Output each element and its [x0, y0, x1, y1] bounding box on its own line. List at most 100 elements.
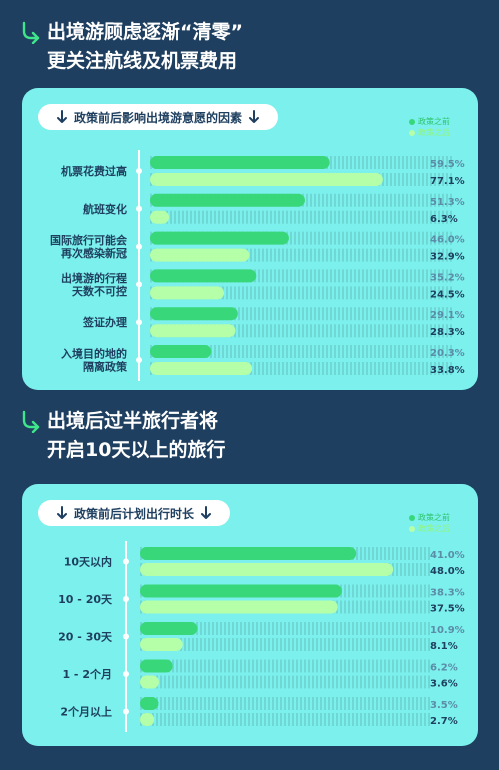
bar-after [150, 286, 224, 300]
value-label-before: 35.2% [430, 272, 465, 283]
legend-item-before: 政策之前 [409, 116, 450, 127]
headline-1-line-1: 出境游顾虑逐渐“清零” [47, 21, 243, 43]
value-label-before: 29.1% [430, 310, 465, 321]
chart-title: 政策前后计划出行时长 [74, 506, 195, 521]
headline-1-line-2: 更关注航线及机票费用 [47, 50, 238, 72]
category-label: 机票花费过高 [61, 164, 127, 178]
axis-dot [123, 671, 129, 677]
category-label: 2个月以上 [60, 705, 112, 719]
arrow-down-icon [22, 21, 40, 44]
legend-swatch [409, 514, 415, 521]
category-label-line: 隔离政策 [83, 360, 128, 374]
axis-dot [136, 168, 142, 174]
category-label-line: 10 - 20天 [58, 593, 113, 606]
legend-swatch [409, 129, 415, 136]
legend-item-after: 政策之后 [409, 523, 450, 534]
bar-after [150, 248, 250, 262]
category-label: 10 - 20天 [58, 593, 113, 606]
axis-dot [136, 281, 142, 288]
chart-title-pill: 政策前后影响出境游意愿的因素 [38, 104, 279, 130]
bar-before [140, 584, 342, 598]
category-label: 1 - 2个月 [62, 667, 112, 681]
legend-label: 政策之前 [418, 513, 450, 522]
legend-label: 政策之后 [418, 524, 450, 533]
bar-after [140, 638, 183, 651]
value-label-before: 10.9% [430, 625, 465, 636]
category-label-line: 出境游的行程 [61, 271, 127, 285]
chart-title: 政策前后影响出境游意愿的因素 [74, 110, 243, 125]
axis-dot [123, 633, 129, 640]
bar-after [140, 713, 155, 726]
value-label-after: 77.1% [430, 176, 465, 187]
category-label-line: 1 - 2个月 [62, 667, 112, 681]
bar-before [150, 269, 257, 283]
legend-item-after: 政策之后 [409, 127, 450, 138]
value-label-before: 41.0% [430, 550, 465, 561]
axis-dot [123, 708, 129, 715]
axis-dot [136, 357, 142, 363]
value-label-after: 3.6% [430, 679, 458, 690]
value-label-after: 6.3% [430, 214, 458, 225]
bar-before [140, 697, 159, 710]
factors-chart-card: 政策前后影响出境游意愿的因素 政策之前 政策之后 机票花费过高 59.5% 77.1… [22, 88, 478, 390]
duration-chart-card: 政策前后计划出行时长 政策之前 政策之后 10天以内 41.0% 48.0% 10 -… [22, 484, 478, 746]
bar-after [150, 324, 236, 338]
legend-label: 政策之前 [418, 117, 450, 126]
headline-1: 出境游顾虑逐渐“清零” 更关注航线及机票费用 [20, 18, 243, 76]
category-label: 签证办理 [82, 315, 127, 329]
category-label: 10天以内 [64, 555, 112, 569]
bar-before [150, 193, 305, 207]
category-label: 国际旅行可能会再次感染新冠 [50, 233, 128, 260]
arrow-down-icon [57, 506, 67, 519]
category-label-line: 入境目的地的 [61, 347, 127, 361]
category-label: 入境目的地的隔离政策 [61, 347, 128, 374]
bar-after [150, 210, 170, 224]
value-label-after: 8.1% [430, 641, 458, 652]
axis-dot [136, 205, 142, 212]
category-label: 出境游的行程天数不可控 [61, 271, 127, 298]
chart-legend: 政策之前 政策之后 [409, 116, 450, 138]
value-label-after: 48.0% [430, 566, 465, 577]
category-label: 航班变化 [83, 202, 127, 216]
value-label-after: 2.7% [430, 716, 458, 727]
axis-dot [136, 243, 142, 250]
axis-dot [136, 319, 142, 326]
value-label-before: 59.5% [430, 159, 465, 170]
value-label-before: 3.5% [430, 700, 458, 711]
bar-before [140, 547, 357, 560]
chart-legend: 政策之前 政策之后 [409, 512, 450, 534]
value-label-after: 32.9% [430, 252, 465, 263]
value-label-after: 37.5% [430, 604, 465, 615]
bar-after [140, 563, 394, 576]
bar-after [150, 362, 253, 375]
value-label-before: 38.3% [430, 588, 465, 599]
category-label: 20 - 30天 [58, 631, 113, 644]
category-label-line: 天数不可控 [72, 284, 127, 298]
category-label-line: 机票花费过高 [61, 164, 127, 178]
value-label-before: 6.2% [430, 663, 458, 674]
bar-before [150, 156, 330, 169]
bar-after [150, 173, 383, 186]
category-label-line: 航班变化 [83, 202, 127, 216]
category-label-line: 2个月以上 [60, 705, 112, 719]
legend-label: 政策之后 [418, 128, 450, 137]
chart-title-pill: 政策前后计划出行时长 [38, 500, 231, 526]
value-label-after: 24.5% [430, 289, 465, 300]
headline-2-line-1: 出境后过半旅行者将 [47, 410, 219, 432]
value-label-before: 46.0% [430, 235, 465, 246]
bar-before [150, 231, 289, 245]
category-label-line: 10天以内 [64, 555, 112, 569]
arrow-down-icon [22, 410, 40, 433]
arrow-down-icon [201, 506, 212, 519]
value-label-after: 33.8% [430, 365, 465, 376]
category-label-line: 20 - 30天 [58, 631, 113, 644]
value-label-after: 28.3% [430, 327, 465, 338]
factors-bar-chart: 机票花费过高 59.5% 77.1% 航班变化 51.3% 6.3% 国际旅行可能会再次感染… [50, 150, 465, 381]
value-label-before: 20.3% [430, 348, 465, 359]
value-label-before: 51.3% [430, 197, 465, 208]
category-label-line: 再次感染新冠 [61, 246, 127, 260]
legend-swatch [409, 118, 415, 125]
legend-item-before: 政策之前 [409, 512, 450, 523]
bar-before [150, 307, 238, 321]
arrow-down-icon [57, 110, 67, 123]
